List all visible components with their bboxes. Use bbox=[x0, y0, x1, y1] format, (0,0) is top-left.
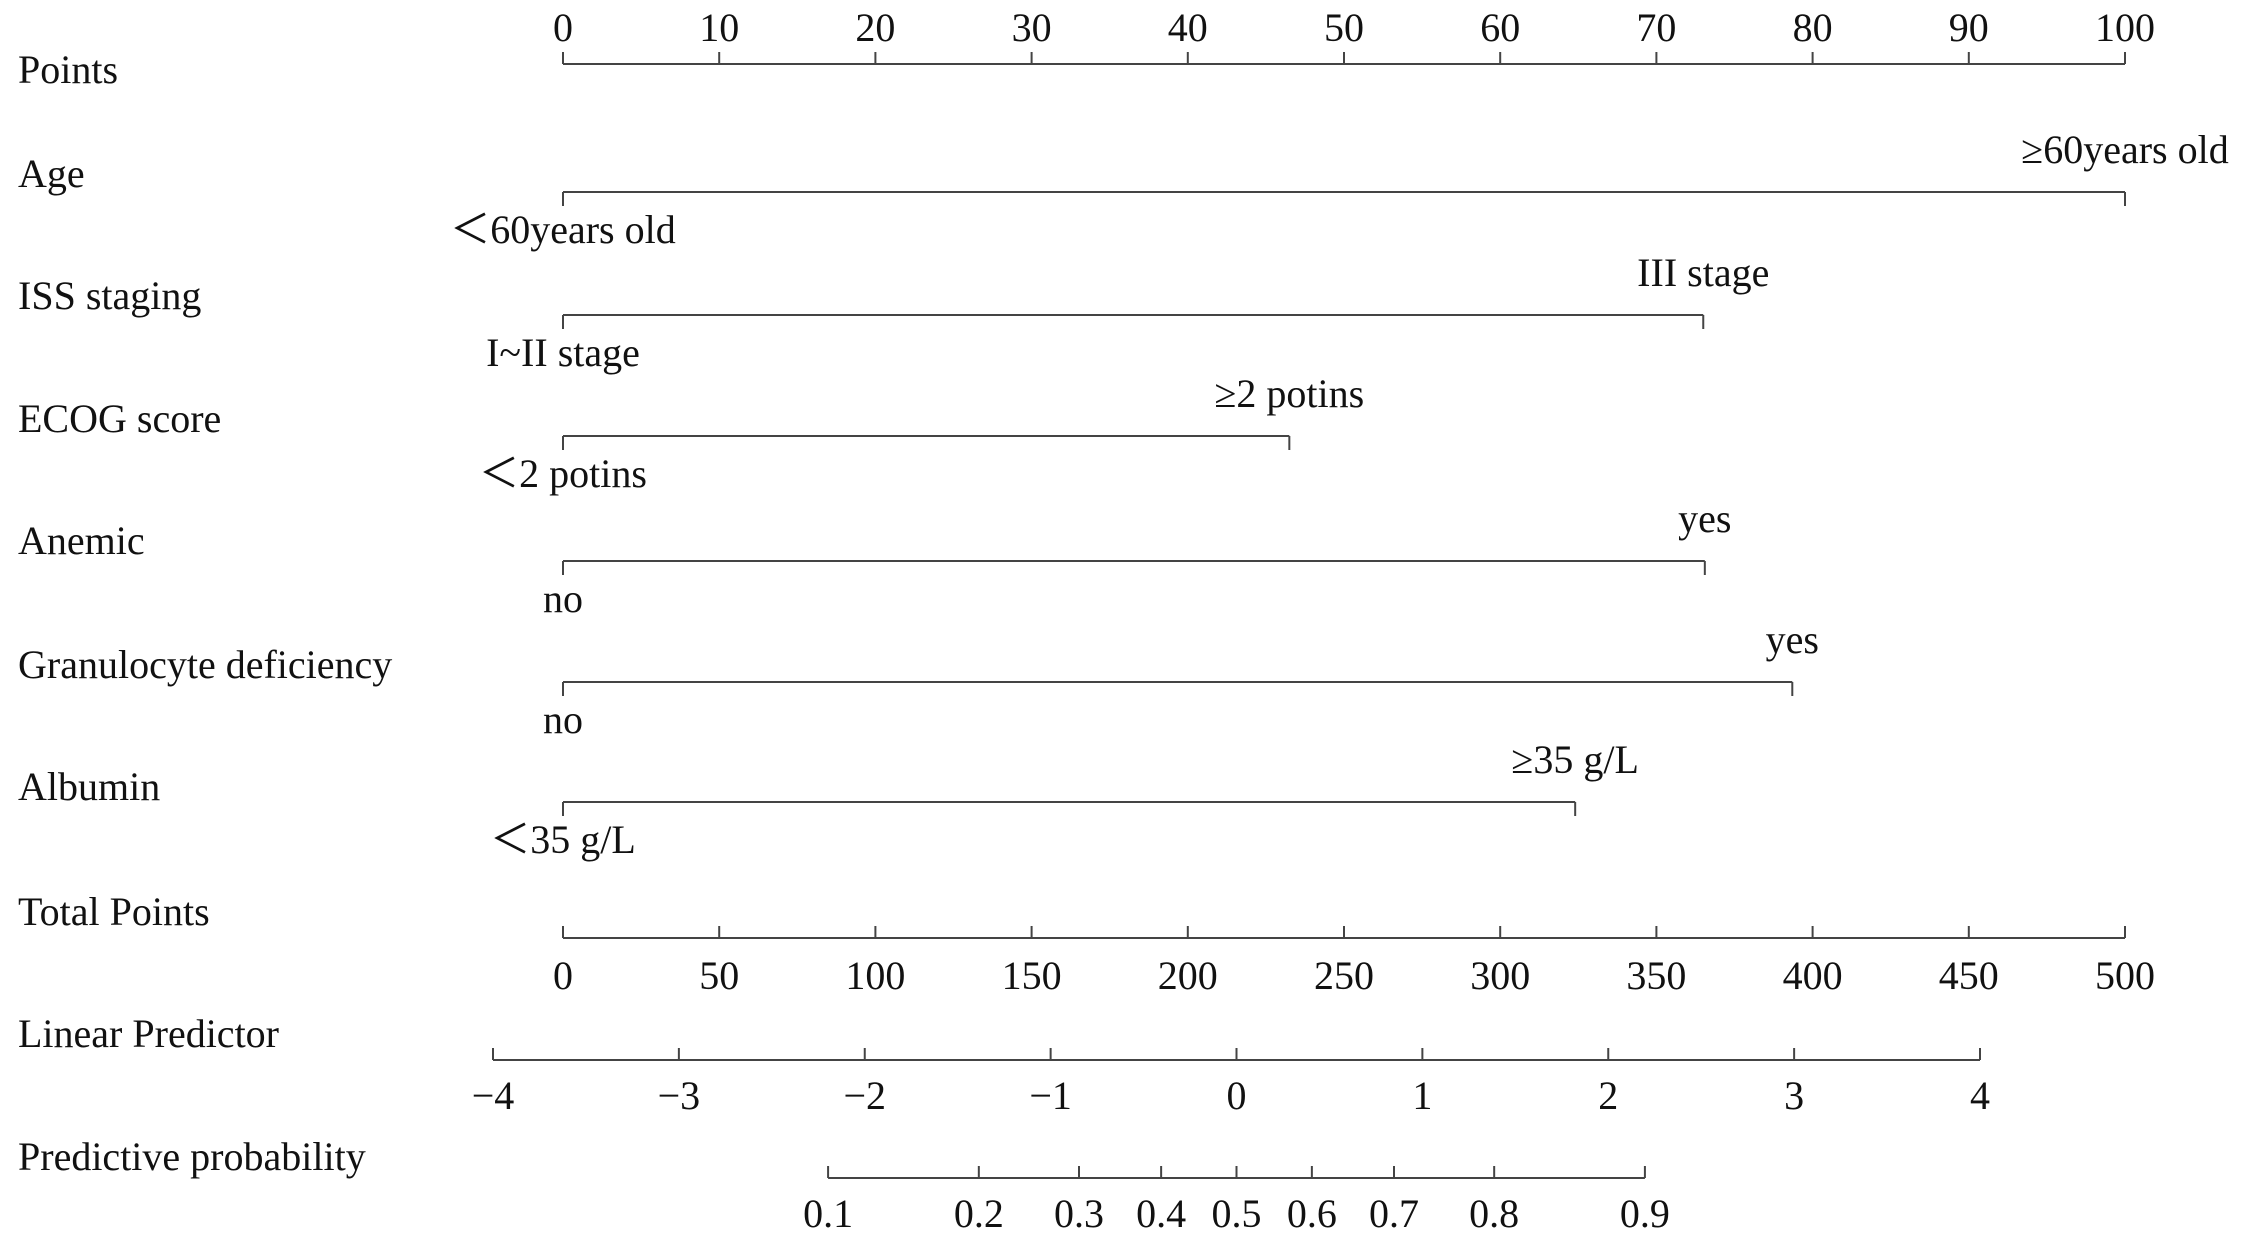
variable-name: Albumin bbox=[18, 764, 160, 809]
tick-label: 0.6 bbox=[1287, 1191, 1337, 1236]
axis-name: Linear Predictor bbox=[18, 1011, 279, 1056]
tick-label: 80 bbox=[1793, 5, 1833, 50]
tick-label: 0.8 bbox=[1469, 1191, 1519, 1236]
axis-name: Predictive probability bbox=[18, 1134, 366, 1179]
tick-label: 50 bbox=[1324, 5, 1364, 50]
tick-label: 150 bbox=[1002, 953, 1062, 998]
variable-name: ECOG score bbox=[18, 396, 221, 441]
level-label: III stage bbox=[1637, 250, 1769, 295]
variable-name: ISS staging bbox=[18, 273, 201, 318]
tick-label: 0.4 bbox=[1136, 1191, 1186, 1236]
variable-name: Anemic bbox=[18, 518, 145, 563]
tick-label: 0.3 bbox=[1054, 1191, 1104, 1236]
level-label: ≥2 potins bbox=[1214, 371, 1364, 416]
level-label: no bbox=[543, 576, 583, 621]
tick-label: 4 bbox=[1970, 1073, 1990, 1118]
tick-label: 40 bbox=[1168, 5, 1208, 50]
tick-label: 200 bbox=[1158, 953, 1218, 998]
variable-name: Granulocyte deficiency bbox=[18, 642, 392, 687]
tick-label: 250 bbox=[1314, 953, 1374, 998]
tick-label: 0.7 bbox=[1369, 1191, 1419, 1236]
level-label: ＜60years old bbox=[450, 207, 676, 252]
tick-label: 500 bbox=[2095, 953, 2155, 998]
level-label: yes bbox=[1678, 496, 1731, 541]
tick-label: 0 bbox=[553, 953, 573, 998]
tick-label: 50 bbox=[699, 953, 739, 998]
tick-label: 450 bbox=[1939, 953, 1999, 998]
tick-label: −2 bbox=[843, 1073, 886, 1118]
tick-label: 1 bbox=[1412, 1073, 1432, 1118]
tick-label: 20 bbox=[855, 5, 895, 50]
level-label: ＜2 potins bbox=[479, 451, 647, 496]
tick-label: 60 bbox=[1480, 5, 1520, 50]
tick-label: 0 bbox=[1227, 1073, 1247, 1118]
level-label: I~II stage bbox=[486, 330, 640, 375]
tick-label: −3 bbox=[658, 1073, 701, 1118]
tick-label: 300 bbox=[1470, 953, 1530, 998]
axis-name: Total Points bbox=[18, 889, 210, 934]
level-label: ≥35 g/L bbox=[1511, 737, 1639, 782]
tick-label: 0 bbox=[553, 5, 573, 50]
level-label: no bbox=[543, 697, 583, 742]
tick-label: 70 bbox=[1636, 5, 1676, 50]
tick-label: −4 bbox=[472, 1073, 515, 1118]
tick-label: 400 bbox=[1783, 953, 1843, 998]
tick-label: 30 bbox=[1012, 5, 1052, 50]
variable-name: Age bbox=[18, 151, 85, 196]
axis-name: Points bbox=[18, 47, 118, 92]
tick-label: 0.5 bbox=[1212, 1191, 1262, 1236]
tick-label: 100 bbox=[2095, 5, 2155, 50]
level-label: ≥60years old bbox=[2021, 127, 2228, 172]
tick-label: −1 bbox=[1029, 1073, 1072, 1118]
tick-label: 0.1 bbox=[803, 1191, 853, 1236]
tick-label: 0.2 bbox=[954, 1191, 1004, 1236]
tick-label: 3 bbox=[1784, 1073, 1804, 1118]
tick-label: 100 bbox=[845, 953, 905, 998]
tick-label: 350 bbox=[1626, 953, 1686, 998]
tick-label: 0.9 bbox=[1620, 1191, 1670, 1236]
tick-label: 2 bbox=[1598, 1073, 1618, 1118]
level-label: yes bbox=[1766, 617, 1819, 662]
tick-label: 10 bbox=[699, 5, 739, 50]
level-label: ＜35 g/L bbox=[490, 817, 636, 862]
tick-label: 90 bbox=[1949, 5, 1989, 50]
